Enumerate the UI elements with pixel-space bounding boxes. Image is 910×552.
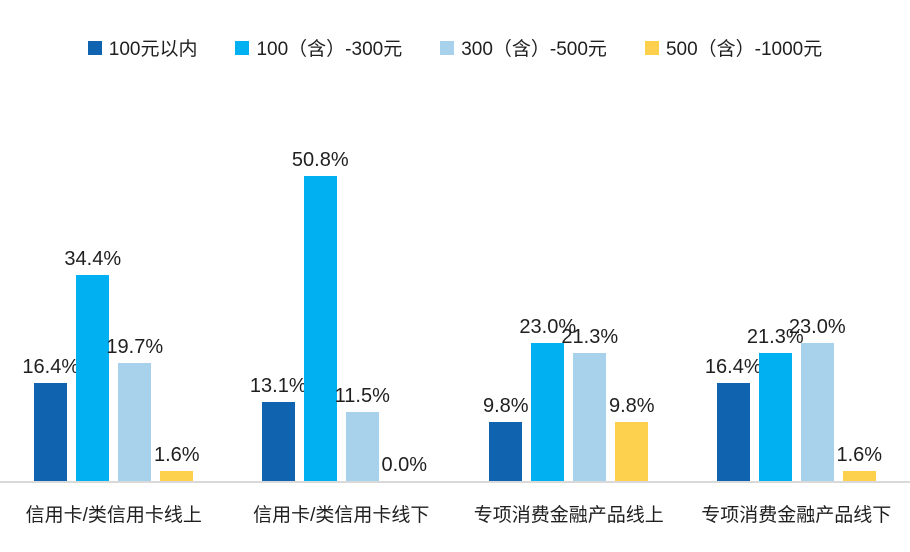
bar-value-label: 1.6% (153, 444, 200, 467)
bar (261, 402, 295, 481)
legend-swatch-icon (235, 40, 250, 55)
bar-value-label: 23.0% (788, 316, 846, 338)
bar-value-label: 9.8% (608, 395, 655, 418)
bar-column: 21.3% (561, 326, 618, 481)
bar (573, 353, 607, 481)
legend-label: 500（含）-1000元 (665, 39, 823, 60)
bar-value-label: 11.5% (334, 385, 390, 407)
bar-column: 16.4% (705, 356, 762, 481)
legend-swatch-icon (644, 40, 659, 55)
bar (345, 412, 379, 481)
bar-group: 16.4% 21.3% 23.0% 1.6% (683, 129, 910, 481)
bar-column: 1.6% (836, 444, 882, 481)
bar-value-label: 23.0% (519, 316, 577, 338)
category-axis: 信用卡/类信用卡线上 信用卡/类信用卡线下 专项消费金融产品线上 专项消费金融产品线下 (0, 500, 910, 527)
bar-column: 19.7% (106, 336, 163, 481)
bar (76, 274, 110, 481)
bar-value-label: 21.3% (746, 326, 804, 349)
bar-value-label: 19.7% (106, 335, 164, 358)
legend-label: 100元以内 (108, 39, 198, 60)
plot-area: 16.4% 34.4% 19.7% 1.6% 13.1% 50.8% 11.5% 0.0% 9.… (0, 129, 910, 483)
category-label: 信用卡/类信用卡线下 (253, 505, 430, 526)
bar (489, 422, 523, 481)
bar-value-label: 0.0% (381, 454, 428, 476)
bar-value-label: 13.1% (249, 375, 307, 398)
bar-group: 9.8% 23.0% 21.3% 9.8% (455, 129, 683, 481)
bar-column: 34.4% (64, 248, 121, 481)
legend-swatch-icon (440, 40, 455, 55)
category-label: 信用卡/类信用卡线上 (25, 505, 202, 526)
category-label: 专项消费金融产品线上 (473, 505, 664, 526)
bar (118, 362, 152, 481)
legend-label: 100（含）-300元 (256, 39, 403, 60)
legend-item: 100元以内 (87, 34, 198, 61)
bar-column: 9.8% (609, 395, 655, 481)
bar-column: 21.3% (747, 326, 804, 481)
bar-value-label: 34.4% (64, 247, 122, 270)
bar-column: 0.0% (381, 454, 427, 481)
bar-column: 23.0% (789, 316, 846, 481)
bar-value-label: 9.8% (482, 395, 529, 418)
bar (34, 382, 68, 481)
grouped-bar-chart: 16.4% 34.4% 19.7% 1.6% 13.1% 50.8% 11.5% 0.0% 9.… (0, 61, 910, 552)
bar-column: 50.8% (292, 149, 349, 481)
bar (800, 343, 834, 481)
bar (842, 471, 876, 481)
legend-label: 300（含）-500元 (461, 39, 607, 60)
bar (531, 343, 565, 481)
bar-value-label: 1.6% (836, 444, 883, 467)
legend-swatch-icon (87, 40, 102, 55)
legend-item: 100（含）-300元 (235, 34, 402, 61)
bar-group: 16.4% 34.4% 19.7% 1.6% (0, 129, 228, 481)
bar-value-label: 16.4% (704, 355, 762, 378)
bar-column: 16.4% (22, 356, 79, 481)
bar (160, 471, 194, 481)
bar-value-label: 16.4% (22, 355, 80, 378)
bar-column: 13.1% (250, 375, 307, 481)
bar (758, 353, 792, 481)
bar (615, 422, 649, 481)
bar-group: 13.1% 50.8% 11.5% 0.0% (228, 129, 456, 481)
bar-value-label: 50.8% (291, 149, 349, 172)
bar (303, 176, 337, 481)
legend-item: 300（含）-500元 (440, 34, 607, 61)
bar-column: 23.0% (519, 316, 576, 481)
category-label: 专项消费金融产品线下 (701, 505, 892, 526)
bar-value-label: 21.3% (561, 326, 619, 349)
bar (716, 382, 750, 481)
bar-column: 9.8% (483, 395, 529, 481)
legend-item: 500（含）-1000元 (644, 34, 823, 61)
bar-column: 11.5% (335, 385, 390, 481)
bar-column: 1.6% (154, 444, 200, 481)
legend: 100元以内 100（含）-300元 300（含）-500元 500（含）-1000元 (0, 0, 910, 61)
